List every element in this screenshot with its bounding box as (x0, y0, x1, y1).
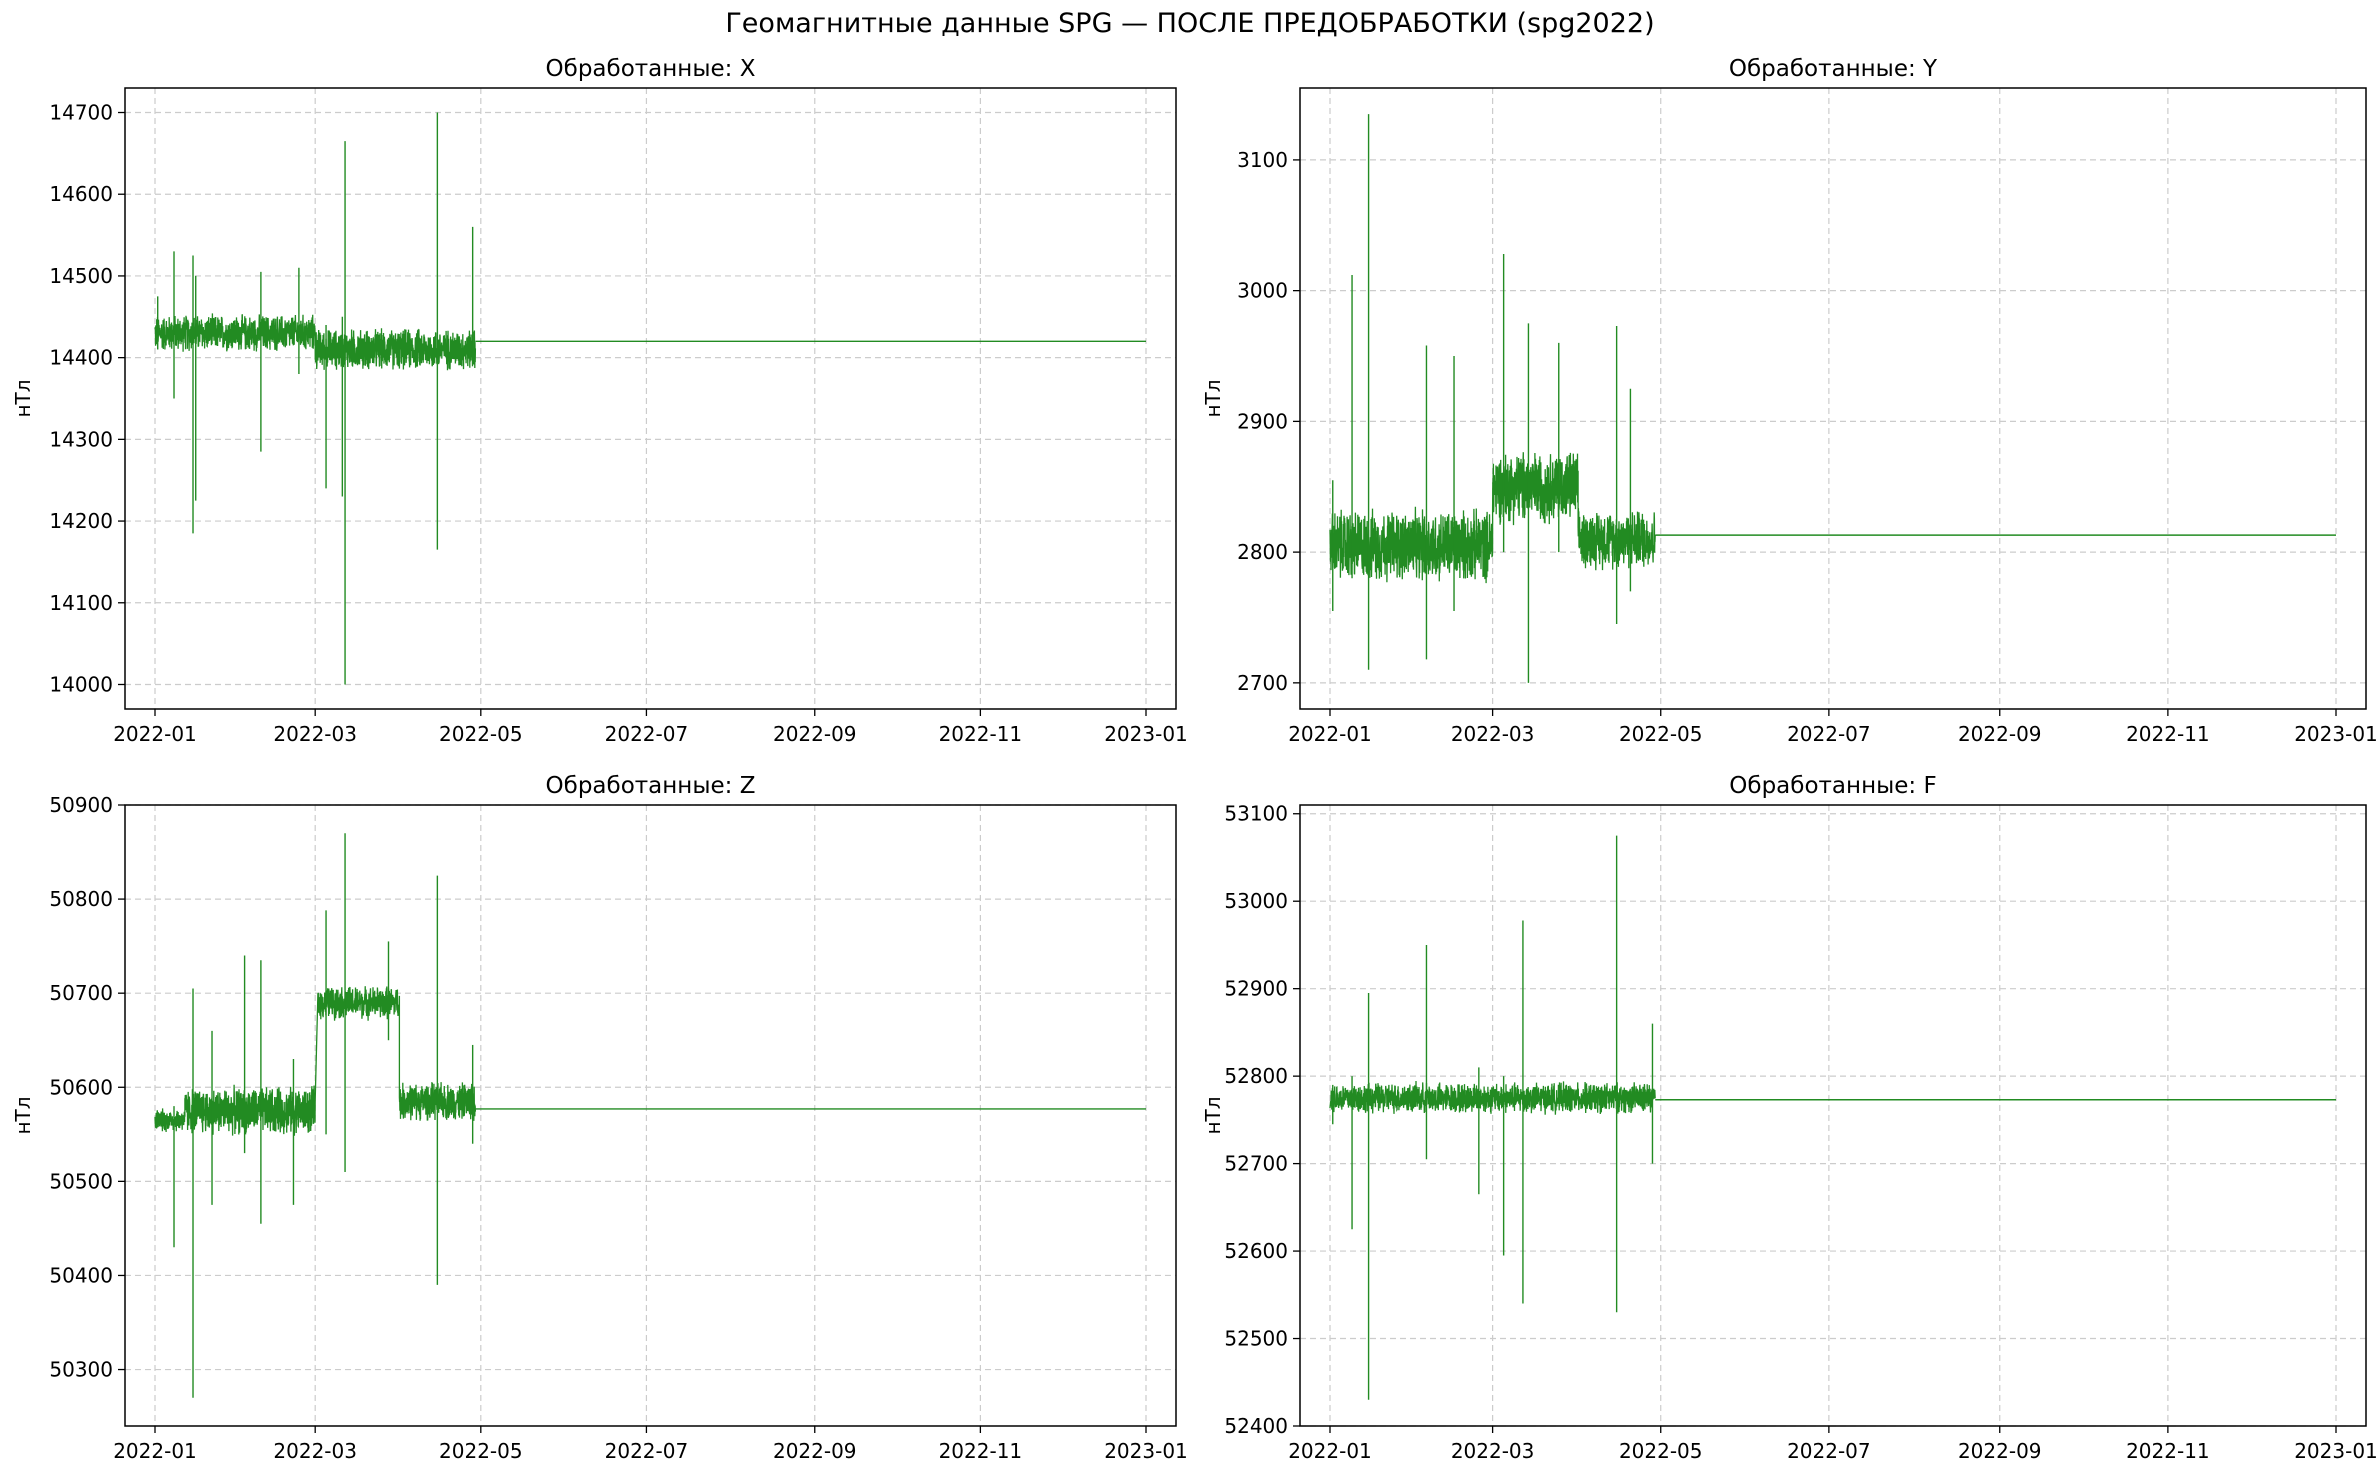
panel-2: 2022-01 2022-03 2022-05 2022-07 2022-09 2022-… (1201, 56, 2378, 746)
panel-title: Обработанные: Z (546, 773, 756, 799)
x-tick-label: 2022-11 (2126, 722, 2210, 746)
x-tick-label: 2022-05 (1619, 722, 1703, 746)
x-tick-label: 2022-03 (1451, 1439, 1535, 1463)
x-tick-label: 2023-01 (2294, 1439, 2378, 1463)
y-tick-label: 53000 (1224, 889, 1288, 913)
y-tick-label: 50600 (49, 1075, 113, 1099)
x-tick-label: 2022-07 (605, 1439, 689, 1463)
y-axis-label: нТл (1201, 379, 1225, 417)
x-tick-label: 2022-01 (113, 1439, 197, 1463)
x-tick-label: 2023-01 (2294, 722, 2378, 746)
x-tick-label: 2022-01 (1288, 1439, 1372, 1463)
x-tick-label: 2022-11 (939, 722, 1023, 746)
axes-frame (124, 804, 1177, 1427)
panel-3: 2022-01 2022-03 2022-05 2022-07 2022-09 2022-… (11, 773, 1188, 1463)
x-tick-label: 2022-03 (273, 722, 357, 746)
series-noisy-trace (154, 986, 477, 1136)
y-tick-label: 2700 (1237, 671, 1288, 695)
y-tick-label: 50900 (49, 793, 113, 817)
x-tick-label: 2022-09 (1958, 1439, 2042, 1463)
y-tick-label: 3000 (1237, 279, 1288, 303)
x-tick-label: 2022-01 (113, 722, 197, 746)
y-tick-label: 2900 (1237, 409, 1288, 433)
x-tick-label: 2022-05 (439, 1439, 523, 1463)
x-tick-label: 2022-09 (1958, 722, 2042, 746)
figure-title: Геомагнитные данные SPG — ПОСЛЕ ПРЕДОБРА… (725, 8, 1655, 39)
x-tick-label: 2022-07 (605, 722, 689, 746)
y-tick-label: 52500 (1224, 1327, 1288, 1351)
y-tick-label: 50300 (49, 1358, 113, 1382)
y-tick-label: 52800 (1224, 1064, 1288, 1088)
y-axis-label: нТл (1201, 1096, 1225, 1134)
x-tick-label: 2022-01 (1288, 722, 1372, 746)
y-tick-label: 14600 (49, 182, 113, 206)
axes-frame (1299, 804, 2367, 1427)
x-tick-label: 2022-03 (1451, 722, 1535, 746)
x-tick-label: 2022-07 (1787, 1439, 1871, 1463)
axes-frame (124, 87, 1177, 710)
y-tick-label: 50400 (49, 1263, 113, 1287)
y-tick-label: 50700 (49, 981, 113, 1005)
x-tick-label: 2022-03 (273, 1439, 357, 1463)
y-tick-label: 52700 (1224, 1152, 1288, 1176)
x-tick-label: 2023-01 (1104, 722, 1188, 746)
x-tick-label: 2022-09 (773, 722, 857, 746)
y-tick-label: 52600 (1224, 1239, 1288, 1263)
series-noisy-trace (1329, 452, 1656, 584)
y-tick-label: 14400 (49, 346, 113, 370)
y-tick-label: 52400 (1224, 1414, 1288, 1438)
x-tick-label: 2022-11 (2126, 1439, 2210, 1463)
axes-frame (1299, 87, 2367, 710)
x-tick-label: 2023-01 (1104, 1439, 1188, 1463)
y-tick-label: 3100 (1237, 148, 1288, 172)
x-tick-label: 2022-11 (939, 1439, 1023, 1463)
y-tick-label: 14200 (49, 509, 113, 533)
y-tick-label: 50800 (49, 887, 113, 911)
panel-title: Обработанные: F (1729, 773, 1936, 799)
y-tick-label: 53100 (1224, 802, 1288, 826)
x-tick-label: 2022-09 (773, 1439, 857, 1463)
panel-1: 2022-01 2022-03 2022-05 2022-07 2022-09 2022-… (11, 56, 1188, 746)
y-tick-label: 14300 (49, 427, 113, 451)
panel-title: Обработанные: Y (1729, 56, 1938, 82)
x-tick-label: 2022-05 (439, 722, 523, 746)
y-axis-label: нТл (11, 379, 35, 417)
y-tick-label: 52900 (1224, 977, 1288, 1001)
y-tick-label: 14700 (49, 101, 113, 125)
panel-title: Обработанные: X (546, 56, 756, 82)
x-tick-label: 2022-05 (1619, 1439, 1703, 1463)
y-tick-label: 2800 (1237, 540, 1288, 564)
x-tick-label: 2022-07 (1787, 722, 1871, 746)
y-tick-label: 14100 (49, 591, 113, 615)
series-noisy-trace (1329, 1080, 1656, 1115)
y-tick-label: 50500 (49, 1169, 113, 1193)
y-tick-label: 14000 (49, 672, 113, 696)
y-axis-label: нТл (11, 1096, 35, 1134)
y-tick-label: 14500 (49, 264, 113, 288)
series-noisy-trace (154, 313, 477, 371)
panel-4: 2022-01 2022-03 2022-05 2022-07 2022-09 2022-… (1201, 773, 2378, 1463)
